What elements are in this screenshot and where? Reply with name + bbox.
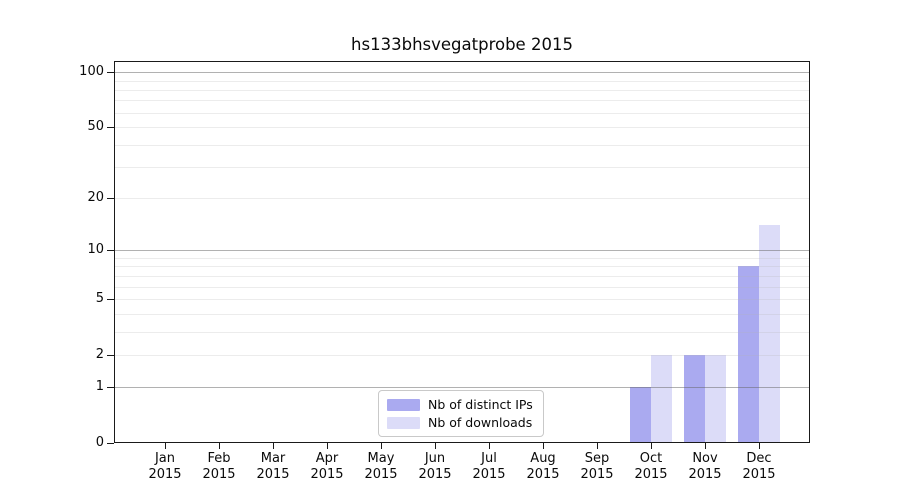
x-axis-tick [651, 443, 652, 449]
x-axis-tick [705, 443, 706, 449]
x-axis-tick-label: Apr 2015 [310, 451, 344, 482]
x-axis-tick-label: Feb 2015 [202, 451, 236, 482]
gridline-minor [114, 100, 810, 102]
legend-swatch-downloads [387, 416, 420, 429]
x-axis-tick-label: Oct 2015 [634, 451, 668, 482]
x-axis-tick [489, 443, 490, 449]
y-axis-tick [107, 387, 114, 389]
x-axis-tick [327, 443, 328, 449]
gridline-minor [114, 167, 810, 168]
gridline-minor [114, 266, 810, 268]
y-axis-tick-label: 50 [87, 119, 104, 134]
x-axis-tick-label: Aug 2015 [526, 451, 560, 482]
legend-label-downloads: Nb of downloads [428, 415, 533, 430]
y-axis-tick-label: 100 [79, 64, 104, 80]
bar-distinct-ips [630, 387, 651, 443]
x-axis-tick [219, 443, 220, 449]
bar-downloads [705, 354, 726, 443]
y-axis-tick [107, 72, 114, 74]
y-axis-tick-label: 10 [87, 242, 104, 258]
gridline-minor [114, 144, 810, 146]
x-axis-tick [273, 443, 274, 449]
y-axis-tick [107, 354, 114, 356]
bar-downloads [651, 354, 672, 443]
legend: Nb of distinct IPs Nb of downloads [378, 390, 544, 437]
gridline-minor [114, 80, 810, 82]
gridline-major [114, 250, 810, 252]
x-axis-tick-label: Nov 2015 [688, 451, 722, 482]
x-axis-tick [381, 443, 382, 449]
gridline-minor [114, 89, 810, 91]
x-axis-tick-label: Jul 2015 [472, 451, 506, 482]
gridline-minor [114, 286, 810, 288]
gridline-minor [114, 354, 810, 356]
y-axis-tick-label: 2 [95, 346, 104, 362]
gridline-major [114, 72, 810, 74]
bar-distinct-ips [738, 266, 759, 443]
legend-swatch-distinct-ips [387, 398, 420, 411]
x-axis-tick-label: Sep 2015 [580, 451, 614, 482]
y-axis-tick [107, 127, 114, 128]
y-axis-tick-label: 0 [95, 435, 104, 450]
gridline-major [114, 387, 810, 389]
gridline-minor [114, 198, 810, 200]
gridline-minor [114, 299, 810, 300]
legend-entry-distinct-ips: Nb of distinct IPs [387, 397, 535, 412]
x-axis-tick-label: May 2015 [364, 451, 398, 482]
x-axis-tick [435, 443, 436, 449]
x-axis-tick [597, 443, 598, 449]
x-axis-tick [165, 443, 166, 449]
y-axis-tick-label: 1 [95, 379, 104, 395]
y-axis-tick [107, 443, 114, 444]
y-axis-tick-label: 5 [95, 291, 104, 306]
legend-label-distinct-ips: Nb of distinct IPs [428, 397, 533, 412]
x-axis-tick [759, 443, 760, 449]
y-axis-tick [107, 299, 114, 300]
gridline-minor [114, 112, 810, 114]
gridline-minor [114, 258, 810, 259]
bar-downloads [759, 225, 780, 443]
x-axis-tick-label: Jan 2015 [148, 451, 182, 482]
x-axis-tick-label: Mar 2015 [256, 451, 290, 482]
y-axis-tick-label: 20 [87, 190, 104, 206]
gridline-minor [114, 275, 810, 277]
legend-entry-downloads: Nb of downloads [387, 415, 535, 430]
gridline-minor [114, 127, 810, 128]
gridline-minor [114, 313, 810, 315]
x-axis-tick [543, 443, 544, 449]
chart-title: hs133bhsvegatprobe 2015 [351, 35, 573, 54]
gridline-minor [114, 331, 810, 333]
bar-distinct-ips [684, 354, 705, 443]
plot-area [114, 61, 810, 443]
x-axis-tick-label: Jun 2015 [418, 451, 452, 482]
x-axis-tick-label: Dec 2015 [742, 451, 776, 482]
y-axis-tick [107, 198, 114, 200]
y-axis-tick [107, 250, 114, 252]
